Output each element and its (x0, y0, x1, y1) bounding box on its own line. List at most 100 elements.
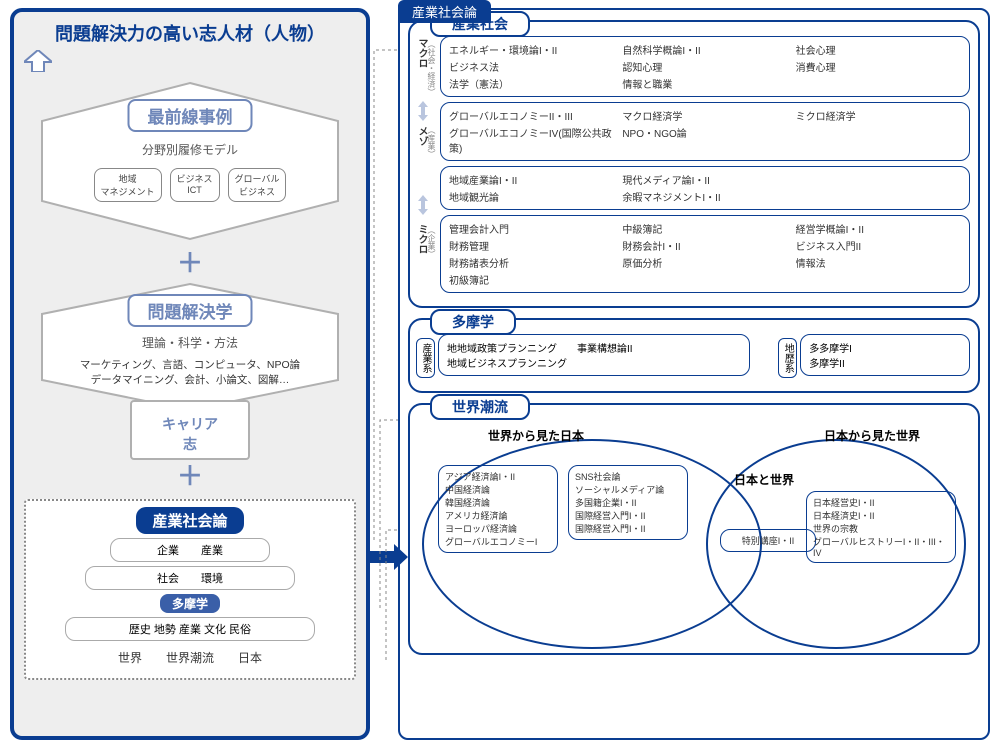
s2-r1: 多摩学II (809, 355, 961, 370)
right-panel: 産業社会 マクロ （社会・経済） エネルギー・環境論I・II自然科学概論I・II… (398, 8, 990, 740)
course-item: ビジネス入門II (796, 238, 961, 253)
s3-left-title: 世界から見た日本 (488, 427, 584, 444)
course-item: 情報と職業 (622, 76, 787, 91)
course-item: 世界の宗教 (813, 522, 949, 535)
course-item: グローバルエコノミーII・III (449, 108, 614, 123)
s2-left-v: 産業系 (416, 338, 435, 378)
course-item: 法学（憲法） (449, 76, 614, 91)
updown-arrow-1 (417, 101, 429, 121)
course-item: ミクロ経済学 (796, 108, 961, 123)
s2-tab: 多摩学 (430, 309, 516, 335)
s3-left-box2: SNS社会論ソーシャルメディア論多国籍企業I・II国際経営入門I・II国際経営入… (568, 465, 688, 540)
vsub-micro: （企業） (426, 226, 437, 258)
course-item: 余暇マネジメントI・II (622, 189, 787, 204)
s3-tab: 世界潮流 (430, 394, 530, 420)
plus-2: ＋ (24, 456, 356, 493)
left-panel: 問題解決力の高い志人材（人物） 最前線事例 分野別履修モデル 地域 マネジメント… (10, 8, 370, 740)
s2-l0: 地地域政策プランニング 事業構想論II (447, 340, 741, 355)
course-item: 地域産業論I・II (449, 172, 614, 187)
hex-problem-solving: 問題解決学 理論・科学・方法 マーケティング、言語、コンピュータ、NPO論 デー… (40, 282, 340, 412)
s2-right-v: 地歴系 (778, 338, 797, 378)
course-item: 中級簿記 (622, 221, 787, 236)
course-item: 財務管理 (449, 238, 614, 253)
s3-center-title: 日本と世界 (734, 471, 794, 488)
pill-1: ビジネス ICT (170, 168, 220, 202)
mezo-box-2: 地域産業論I・II 現代メディア論I・II 地域観光論余暇マネジメントI・II (440, 166, 970, 210)
course-item: 消費心理 (796, 59, 961, 74)
s3-right-box: 日本経営史I・II日本経済史I・II世界の宗教グローバルヒストリーI・II・II… (806, 491, 956, 563)
bottom-hex: 産業社会論 企業 産業 社会 環境 多摩学 歴史 地勢 産業 文化 民俗 世界 … (24, 499, 356, 680)
course-item: ビジネス法 (449, 59, 614, 74)
course-item: 多国籍企業I・II (575, 496, 681, 509)
s3-center-box: 特別講座I・II (720, 529, 816, 552)
s2-r0: 多多摩学I (809, 340, 961, 355)
right-top-tab: 産業社会論 (398, 0, 491, 23)
course-item: アメリカ経済論 (445, 509, 551, 522)
connectors (370, 0, 410, 750)
section-tama: 多摩学 産業系 地地域政策プランニング 事業構想論II 地域ビジネスプランニング… (408, 318, 980, 393)
course-item (796, 272, 961, 287)
s3-left-box1: アジア経済論I・II中国経済論韓国経済論アメリカ経済論ヨーロッパ経済論グローバル… (438, 465, 558, 553)
course-item: 地域観光論 (449, 189, 614, 204)
tier-2: 社会 環境 (85, 566, 295, 590)
course-item: ソーシャルメディア論 (575, 483, 681, 496)
tama-tab: 多摩学 (160, 594, 220, 613)
course-item: 初級簿記 (449, 272, 614, 287)
left-title: 問題解決力の高い志人材（人物） (24, 20, 356, 46)
course-item: エネルギー・環境論I・II (449, 42, 614, 57)
tier-3: 歴史 地勢 産業 文化 民俗 (65, 617, 315, 641)
s2-left-box: 地地域政策プランニング 事業構想論II 地域ビジネスプランニング (438, 334, 750, 376)
course-item: 中国経済論 (445, 483, 551, 496)
plus-1: ＋ (24, 243, 356, 280)
course-item: 日本経営史I・II (813, 496, 949, 509)
course-item: グローバルエコノミーIV(国際公共政策) (449, 125, 614, 155)
macro-box: エネルギー・環境論I・II 自然科学概論I・II 社会心理ビジネス法認知心理消費心理… (440, 36, 970, 97)
course-item: 管理会計入門 (449, 221, 614, 236)
course-item: 財務諸表分析 (449, 255, 614, 270)
section-world: 世界潮流 世界から見た日本 日本と世界 日本から見た世界 アジア経済論I・II中… (408, 403, 980, 655)
updown-arrow-2 (417, 195, 429, 215)
course-item (796, 189, 961, 204)
course-item (796, 172, 961, 187)
course-item: 認知心理 (622, 59, 787, 74)
course-item: 現代メディア論I・II (622, 172, 787, 187)
micro-box: 管理会計入門中級簿記経営学概論I・II 財務管理財務会計I・II ビジネス入門II 財… (440, 215, 970, 293)
course-item: 経営学概論I・II (796, 221, 961, 236)
course-item: グローバルヒストリーI・II・III・IV (813, 535, 949, 558)
tier-4: 世界 世界潮流 日本 (32, 645, 348, 670)
course-item (622, 272, 787, 287)
career-hex: キャリア 志 (130, 400, 250, 460)
course-item (796, 76, 961, 91)
tier-1: 企業 産業 (110, 538, 270, 562)
course-item: グローバルエコノミーI (445, 535, 551, 548)
course-item: 財務会計I・II (622, 238, 787, 253)
hex1-subtitle: 分野別履修モデル (40, 141, 340, 158)
course-item: 社会心理 (796, 42, 961, 57)
course-item: 原価分析 (622, 255, 787, 270)
course-item: 日本経済史I・II (813, 509, 949, 522)
course-item: マクロ経済学 (622, 108, 787, 123)
mezo-box-1: グローバルエコノミーII・III マクロ経済学ミクロ経済学グローバルエコノミーIV… (440, 102, 970, 161)
hex2-label: 問題解決学 (128, 294, 253, 327)
vsub-macro: （社会・経済） (426, 40, 437, 96)
course-item: 国際経営入門I・II (575, 509, 681, 522)
course-item: 韓国経済論 (445, 496, 551, 509)
up-arrow-icon (24, 50, 52, 72)
course-item: 自然科学概論I・II (622, 42, 787, 57)
pill-2: グローバル ビジネス (228, 168, 287, 202)
section-industry: 産業社会 マクロ （社会・経済） エネルギー・環境論I・II自然科学概論I・II… (408, 20, 980, 308)
course-item: 情報法 (796, 255, 961, 270)
vsub-mezo: （産業） (426, 126, 437, 158)
course-item: NPO・NGO論 (622, 125, 787, 155)
s2-right-box: 多多摩学I 多摩学II (800, 334, 970, 376)
course-item: 国際経営入門I・II (575, 522, 681, 535)
hex1-pills: 地域 マネジメント ビジネス ICT グローバル ビジネス (40, 168, 340, 202)
s2-l1: 地域ビジネスプランニング (447, 355, 741, 370)
course-item (796, 125, 961, 155)
course-item: SNS社会論 (575, 470, 681, 483)
pill-0: 地域 マネジメント (94, 168, 162, 202)
hex2-subtitle: 理論・科学・方法 (40, 334, 340, 351)
hex2-body: マーケティング、言語、コンピュータ、NPO論 データマイニング、会計、小論文、図… (40, 357, 340, 387)
course-item: ヨーロッパ経済論 (445, 522, 551, 535)
hex-frontline: 最前線事例 分野別履修モデル 地域 マネジメント ビジネス ICT グローバル … (40, 81, 340, 241)
